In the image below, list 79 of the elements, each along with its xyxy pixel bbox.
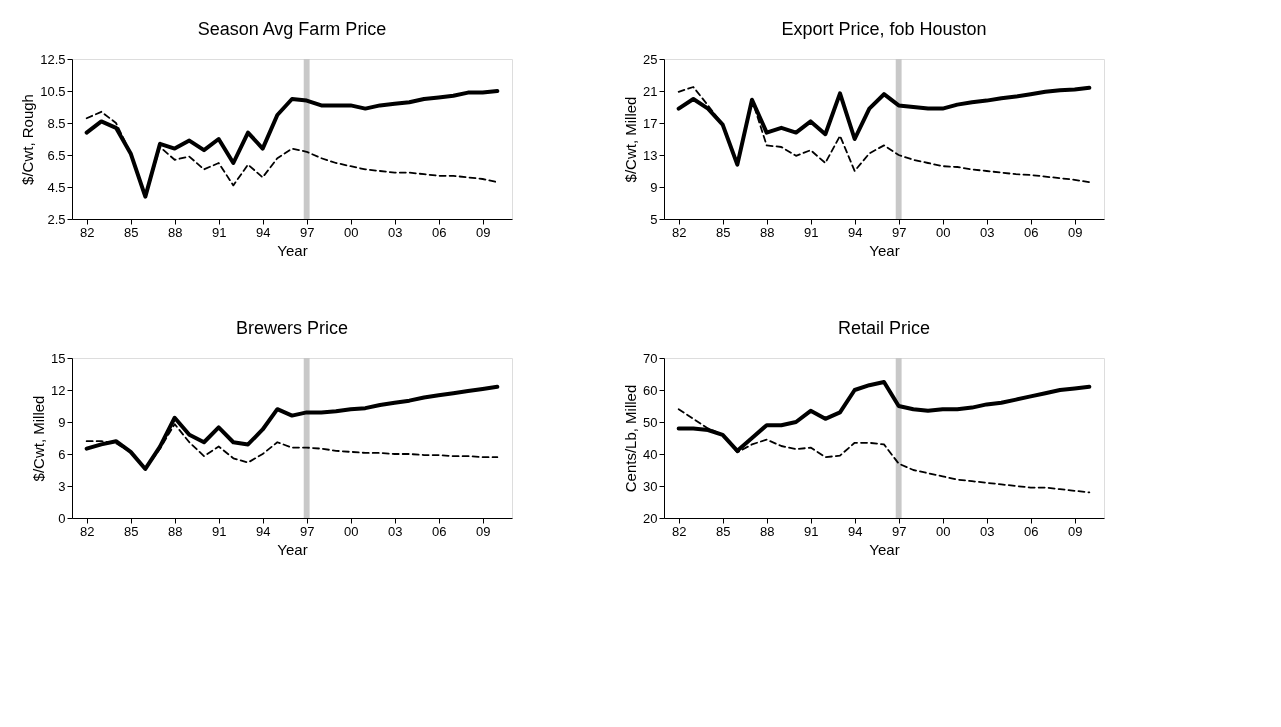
x-tick-label: 03 <box>979 224 995 240</box>
y-tick-label: 50 <box>643 414 658 430</box>
x-tick-label: 97 <box>299 224 315 240</box>
y-tick-label: 3 <box>58 478 66 494</box>
x-tick-label: 88 <box>167 224 183 240</box>
x-tick-label: 82 <box>671 224 687 240</box>
x-axis-title: Year <box>869 241 900 259</box>
y-tick-label: 5 <box>650 211 658 227</box>
x-tick-label: 00 <box>935 523 951 539</box>
x-tick-label: 91 <box>803 523 819 539</box>
x-tick-label: 06 <box>431 523 447 539</box>
y-tick-label: 10.5 <box>40 83 66 99</box>
x-tick-label: 09 <box>475 224 491 240</box>
x-tick-label: 85 <box>123 523 139 539</box>
x-tick-label: 88 <box>167 523 183 539</box>
y-tick-label: 30 <box>643 478 658 494</box>
x-tick-label: 00 <box>343 224 359 240</box>
x-tick-label: 06 <box>1023 523 1039 539</box>
y-tick-label: 2.5 <box>47 211 66 227</box>
x-tick-label: 06 <box>431 224 447 240</box>
x-tick-label: 88 <box>759 523 775 539</box>
x-axis-title: Year <box>277 241 308 259</box>
x-tick-label: 82 <box>79 523 95 539</box>
line-series <box>84 89 500 199</box>
y-tick-label: 12 <box>51 382 66 398</box>
y-tick-label: 20 <box>643 510 658 526</box>
x-tick-label: 88 <box>759 224 775 240</box>
line-series <box>677 86 1091 184</box>
x-tick-label: 97 <box>891 224 907 240</box>
y-tick-label: 13 <box>643 147 658 163</box>
x-tick-label: 03 <box>387 224 403 240</box>
x-tick-label: 03 <box>979 523 995 539</box>
x-axis-title: Year <box>869 540 900 558</box>
x-tick-label: 09 <box>475 523 491 539</box>
y-axis-title: $/Cwt, Rough <box>19 94 37 185</box>
y-tick-label: 12.5 <box>40 51 66 67</box>
x-tick-label: 82 <box>79 224 95 240</box>
x-tick-label: 03 <box>387 523 403 539</box>
x-tick-label: 91 <box>211 224 227 240</box>
y-axis-title: $/Cwt, Milled <box>30 395 48 482</box>
line-series <box>84 384 500 471</box>
y-tick-label: 8.5 <box>47 115 66 131</box>
y-tick-label: 25 <box>643 51 658 67</box>
x-tick-label: 06 <box>1023 224 1039 240</box>
y-tick-label: 4.5 <box>47 179 66 195</box>
x-tick-label: 97 <box>299 523 315 539</box>
y-tick-label: 70 <box>643 350 658 366</box>
chart-title: Season Avg Farm Price <box>197 19 387 39</box>
x-tick-label: 94 <box>255 523 271 539</box>
y-tick-label: 60 <box>643 382 658 398</box>
y-axis-title: Cents/Lb, Milled <box>622 384 640 493</box>
chart-title: Brewers Price <box>235 318 349 338</box>
x-tick-label: 94 <box>847 523 863 539</box>
y-tick-label: 6.5 <box>47 147 66 163</box>
y-tick-label: 6 <box>58 446 66 462</box>
y-tick-label: 40 <box>643 446 658 462</box>
x-tick-label: 85 <box>715 523 731 539</box>
x-tick-label: 94 <box>847 224 863 240</box>
y-tick-label: 9 <box>58 414 66 430</box>
x-tick-label: 82 <box>671 523 687 539</box>
chart-title: Export Price, fob Houston <box>781 19 987 39</box>
x-tick-label: 85 <box>123 224 139 240</box>
chart-title: Retail Price <box>837 318 931 338</box>
y-axis-title: $/Cwt, Milled <box>622 96 640 183</box>
x-axis-title: Year <box>277 540 308 558</box>
x-tick-label: 91 <box>211 523 227 539</box>
x-tick-label: 09 <box>1067 523 1083 539</box>
y-tick-label: 21 <box>643 83 658 99</box>
y-tick-label: 9 <box>650 179 658 195</box>
x-tick-label: 09 <box>1067 224 1083 240</box>
y-tick-label: 15 <box>51 350 66 366</box>
x-tick-label: 97 <box>891 523 907 539</box>
x-tick-label: 85 <box>715 224 731 240</box>
x-tick-label: 00 <box>343 523 359 539</box>
x-tick-label: 94 <box>255 224 271 240</box>
x-tick-label: 00 <box>935 224 951 240</box>
y-tick-label: 17 <box>643 115 658 131</box>
y-tick-label: 0 <box>58 510 66 526</box>
x-tick-label: 91 <box>803 224 819 240</box>
